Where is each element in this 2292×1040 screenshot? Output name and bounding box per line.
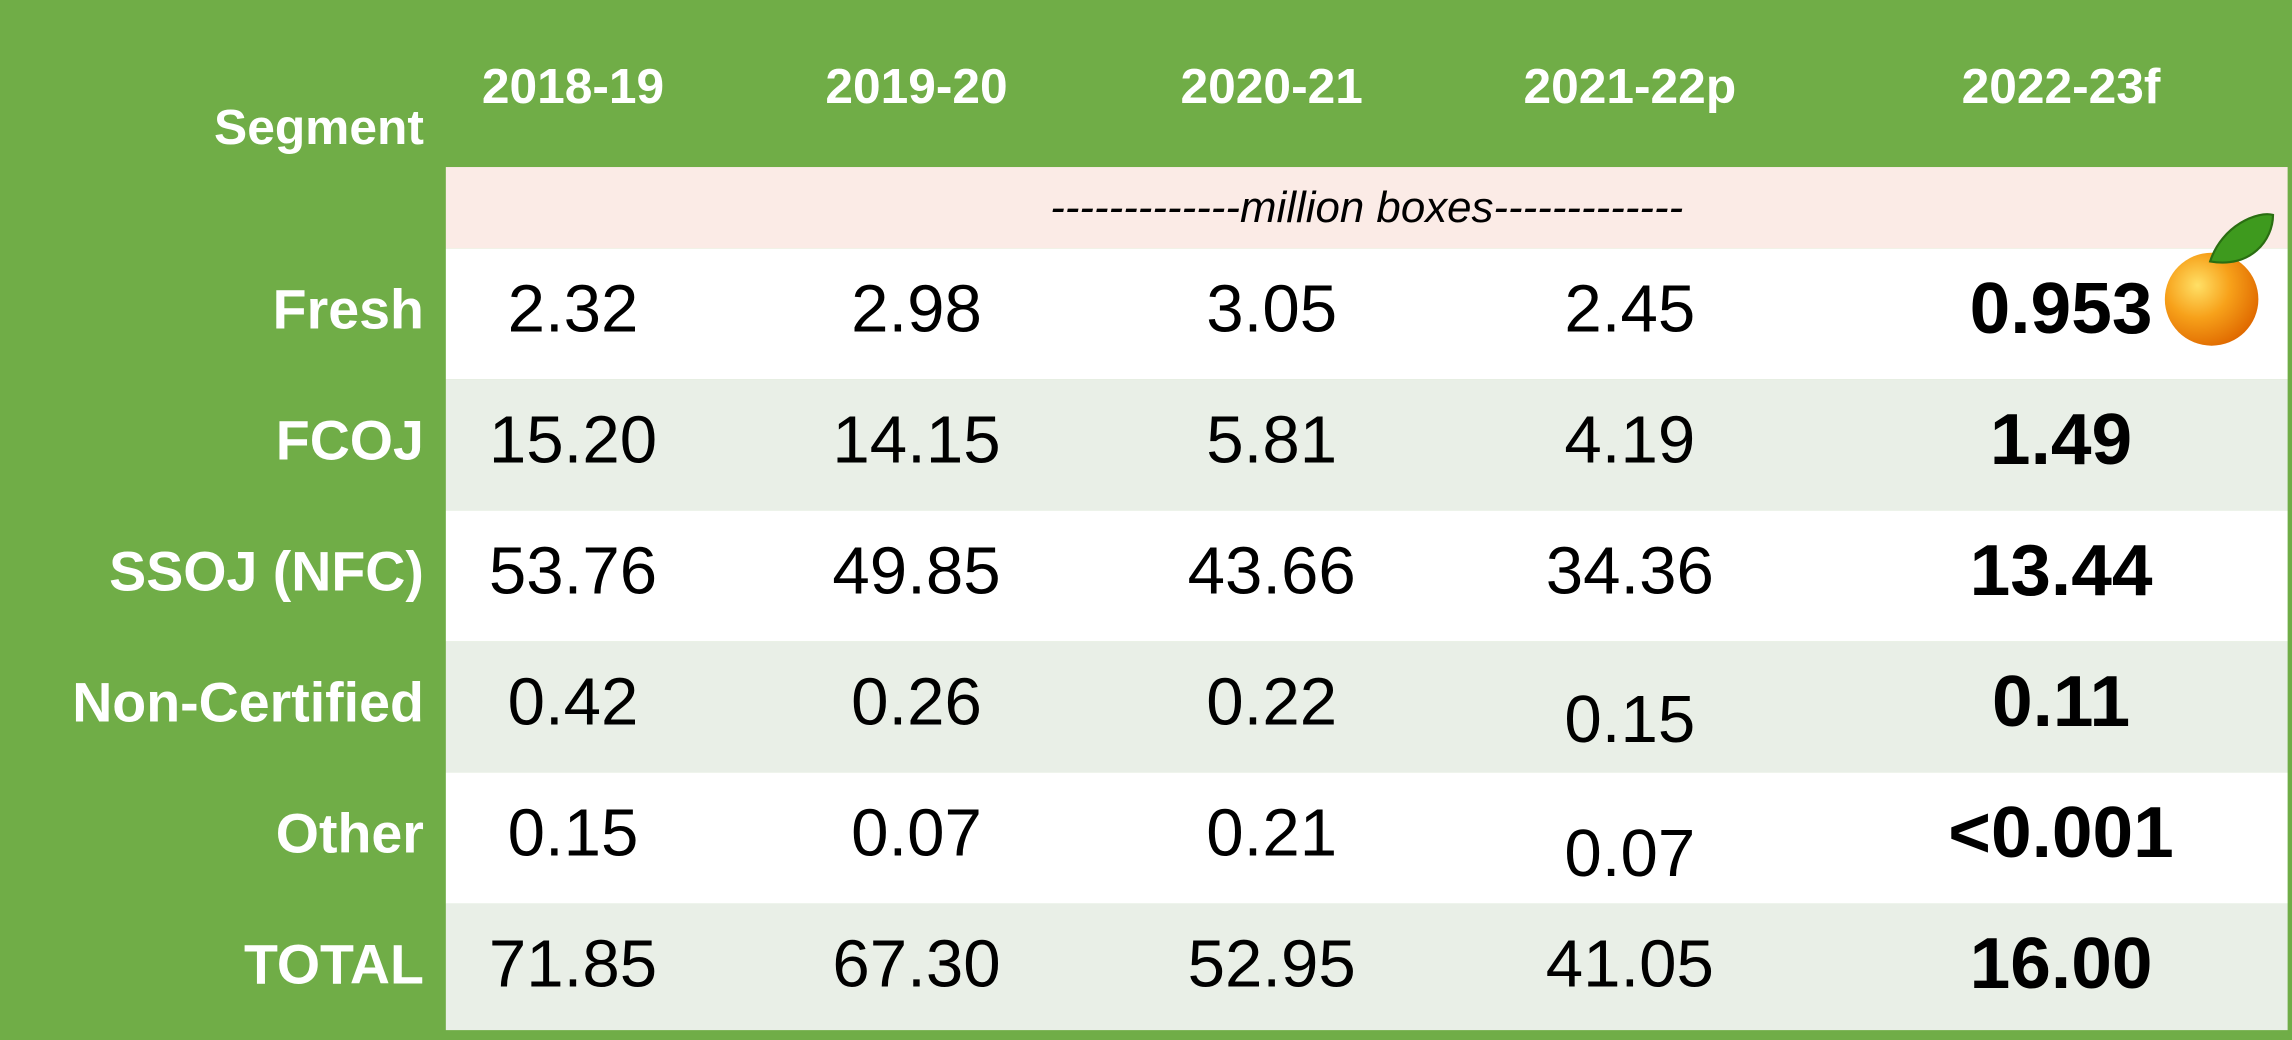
cell: 52.95 <box>1188 927 1356 1002</box>
cell: 0.15 <box>1564 682 1695 757</box>
header-cell: 2021-22p <box>1523 59 1736 114</box>
row-bg <box>445 379 2288 511</box>
row-label: SSOJ (NFC) <box>109 541 424 603</box>
cell: 2.98 <box>851 272 982 347</box>
cell: 0.11 <box>1992 661 2130 742</box>
cell: 4.19 <box>1564 403 1695 478</box>
cell: 0.21 <box>1206 796 1337 871</box>
row-bg <box>445 510 2288 642</box>
row-label: Non-Certified <box>72 672 424 734</box>
cell: 0.953 <box>1970 268 2153 349</box>
unit-row <box>445 167 2288 249</box>
cell: <0.001 <box>1948 792 2174 873</box>
header-cell: 2022-23f <box>1962 59 2161 114</box>
cell: 34.36 <box>1546 534 1714 609</box>
cell: 49.85 <box>832 534 1000 609</box>
cell: 2.45 <box>1564 272 1695 347</box>
row-label: Other <box>276 803 424 865</box>
header-cell: 2018-19 <box>482 59 664 114</box>
cell: 43.66 <box>1188 534 1356 609</box>
cell: 0.22 <box>1206 665 1337 740</box>
cell: 2.32 <box>508 272 639 347</box>
header-cell: 2020-21 <box>1181 59 1363 114</box>
cell: 53.76 <box>489 534 657 609</box>
cell: 0.15 <box>508 796 639 871</box>
row-label: Fresh <box>273 279 424 341</box>
cell: 41.05 <box>1546 927 1714 1002</box>
row-label: FCOJ <box>276 410 424 472</box>
cell: 13.44 <box>1970 530 2153 611</box>
cell: 0.07 <box>1564 816 1695 891</box>
cell: 0.26 <box>851 665 982 740</box>
cell: 0.42 <box>508 665 639 740</box>
cell: 15.20 <box>489 403 657 478</box>
row-bg <box>445 248 2288 380</box>
cell: 16.00 <box>1970 923 2153 1004</box>
leaf-icon <box>2208 213 2275 264</box>
cell: 0.07 <box>851 796 982 871</box>
cell: 67.30 <box>832 927 1000 1002</box>
header-cell: Segment <box>214 100 424 155</box>
orange-icon <box>2164 252 2259 346</box>
cell: 71.85 <box>489 927 657 1002</box>
unit-label: -------------million boxes------------- <box>1050 183 1683 232</box>
row-bg <box>445 772 2288 904</box>
cell: 14.15 <box>832 403 1000 478</box>
row-label: TOTAL <box>244 934 424 996</box>
cell: 3.05 <box>1206 272 1337 347</box>
header-cell: 2019-20 <box>825 59 1007 114</box>
cell: 5.81 <box>1206 403 1337 478</box>
row-bg <box>445 903 2288 1031</box>
cell: 1.49 <box>1990 399 2132 480</box>
row-bg <box>445 641 2288 773</box>
